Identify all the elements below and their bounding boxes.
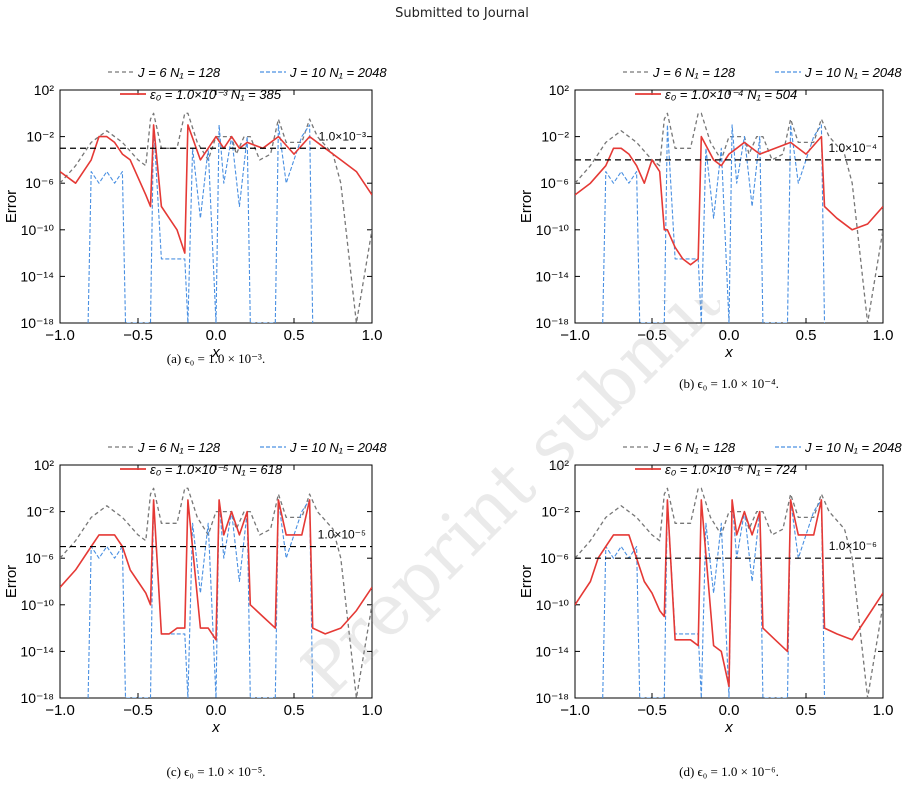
y-tick-label: 10⁻¹⁴ [535,643,569,659]
subfigure-caption: (a) ϵ₀ = 1.0 × 10⁻³. [167,351,265,366]
y-tick-label: 10⁻⁶ [25,550,54,566]
x-tick-label: 1.0 [362,702,383,719]
y-tick-label: 10² [34,457,55,473]
legend-label-j10: J = 10 N₁ = 2048 [289,440,387,455]
y-tick-label: 10⁻¹⁰ [21,222,55,238]
y-tick-label: 10⁻¹⁸ [535,690,569,706]
y-tick-label: 10⁻¹⁰ [536,222,570,238]
x-tick-label: 0.0 [719,327,740,344]
legend-label-j6: J = 6 N₁ = 128 [652,440,736,455]
x-tick-label: −0.5 [123,702,153,719]
y-tick-label: 10⁻¹⁴ [20,643,54,659]
legend-label-j6: J = 6 N₁ = 128 [652,65,736,80]
plot-area [60,487,372,698]
y-tick-label: 10⁻¹⁸ [20,315,54,331]
series-line-j10 [602,499,826,698]
x-tick-label: 0.5 [284,327,305,344]
x-tick-label: −1.0 [45,702,75,719]
y-tick-label: 10⁻¹⁴ [20,268,54,284]
y-axis-label: Error [518,565,535,598]
x-tick-label: −1.0 [560,327,590,344]
plot-area [60,112,372,323]
threshold-label: 1.0×10⁻⁵ [318,528,366,542]
x-tick-label: 0.5 [796,702,817,719]
y-axis-label: Error [3,190,20,223]
x-tick-label: −0.5 [637,327,667,344]
y-tick-label: 10² [549,457,570,473]
y-tick-label: 10⁻⁶ [540,175,569,191]
subfigure-caption: (c) ϵ₀ = 1.0 × 10⁻⁵. [166,764,265,779]
series-line-j10 [87,124,314,323]
x-tick-label: 1.0 [873,702,894,719]
threshold-label: 1.0×10⁻⁴ [828,141,877,155]
legend-label-j10: J = 10 N₁ = 2048 [804,65,902,80]
x-tick-label: 0.0 [719,702,740,719]
y-tick-label: 10⁻⁶ [540,550,569,566]
legend-label-eps: ε₀ = 1.0×10⁻⁶ N₁ = 724 [665,462,797,477]
y-tick-label: 10⁻¹⁰ [536,597,570,613]
plot-area [575,112,883,323]
x-tick-label: −0.5 [637,702,667,719]
subfigure-caption: (b) ϵ₀ = 1.0 × 10⁻⁴. [679,376,779,391]
threshold-label: 1.0×10⁻³ [319,129,366,143]
y-tick-label: 10⁻² [26,129,54,145]
y-tick-label: 10⁻¹⁸ [20,690,54,706]
legend-label-j6: J = 6 N₁ = 128 [137,440,221,455]
x-tick-label: −0.5 [123,327,153,344]
subfigure-caption: (d) ϵ₀ = 1.0 × 10⁻⁶. [679,764,779,779]
y-tick-label: 10⁻¹⁰ [21,597,55,613]
series-line-j6 [60,112,372,323]
series-line-eps [575,135,883,266]
y-axis-label: Error [3,565,20,598]
legend-label-j6: J = 6 N₁ = 128 [137,65,221,80]
plot-area [575,487,883,698]
x-tick-label: 0.5 [796,327,817,344]
x-axis-label: x [724,719,733,736]
threshold-label: 1.0×10⁻⁶ [829,539,877,553]
series-line-eps [575,499,883,688]
x-tick-label: −1.0 [45,327,75,344]
x-tick-label: 0.5 [284,702,305,719]
page-header: Submitted to Journal [395,6,529,21]
series-line-j6 [60,487,372,698]
chart-panel: −1.0 −0.5 0.0 0.5 1.0 10² 10⁻² 10⁻⁶ 10⁻¹⁰ 10⁻¹⁴ 10… [3,440,387,779]
legend-label-eps: ε₀ = 1.0×10⁻⁵ N₁ = 618 [150,462,283,477]
y-tick-label: 10⁻¹⁴ [535,268,569,284]
x-axis-label: x [211,344,220,361]
chart-panel: −1.0 −0.5 0.0 0.5 1.0 10² 10⁻² 10⁻⁶ 10⁻¹⁰ 10⁻¹⁴ 10… [518,65,902,391]
x-tick-label: 1.0 [873,327,894,344]
y-axis-label: Error [518,190,535,223]
y-tick-label: 10⁻² [541,129,569,145]
series-line-j10 [602,124,826,323]
chart-panel: −1.0 −0.5 0.0 0.5 1.0 10² 10⁻² 10⁻⁶ 10⁻¹⁰ 10⁻¹⁴ 10… [3,65,387,366]
y-tick-label: 10⁻² [541,504,569,520]
y-tick-label: 10⁻² [26,504,54,520]
legend-label-eps: ε₀ = 1.0×10⁻⁴ N₁ = 504 [665,87,797,102]
x-axis-label: x [211,719,220,736]
legend-label-eps: ε₀ = 1.0×10⁻³ N₁ = 385 [150,87,282,102]
legend-label-j10: J = 10 N₁ = 2048 [289,65,387,80]
series-line-eps [60,499,372,641]
series-line-j10 [87,499,314,698]
x-tick-label: 0.0 [206,327,227,344]
y-tick-label: 10⁻⁶ [25,175,54,191]
legend-label-j10: J = 10 N₁ = 2048 [804,440,902,455]
series-line-eps [60,124,372,254]
x-tick-label: −1.0 [560,702,590,719]
x-tick-label: 1.0 [362,327,383,344]
y-tick-label: 10² [34,82,55,98]
y-tick-label: 10² [549,82,570,98]
chart-panel: −1.0 −0.5 0.0 0.5 1.0 10² 10⁻² 10⁻⁶ 10⁻¹⁰ 10⁻¹⁴ 10… [518,440,902,779]
y-tick-label: 10⁻¹⁸ [535,315,569,331]
x-tick-label: 0.0 [206,702,227,719]
x-axis-label: x [724,344,733,361]
